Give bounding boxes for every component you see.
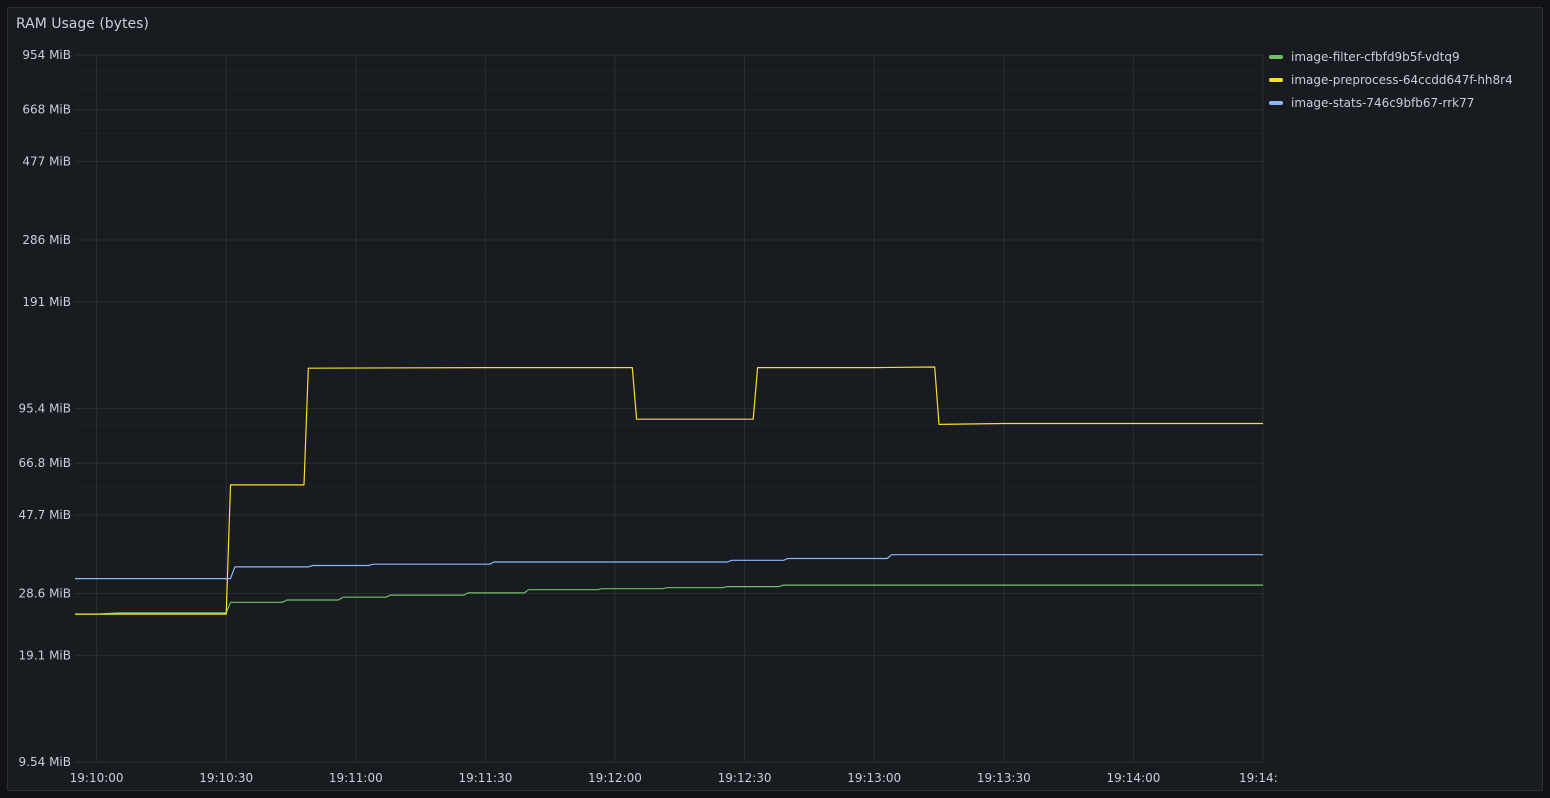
x-tick-label: 19:11:30 (458, 771, 512, 785)
y-tick-label: 9.54 MiB (19, 755, 71, 769)
series-line (75, 584, 1263, 615)
x-tick-label: 19:10:30 (199, 771, 253, 785)
legend-swatch (1269, 100, 1283, 105)
x-tick-label: 19:10:00 (70, 771, 124, 785)
y-tick-label: 286 MiB (22, 233, 71, 247)
chart-panel: RAM Usage (bytes) (7, 7, 1543, 791)
legend-item[interactable]: image-preprocess-64ccdd647f-hh8r4 (1269, 68, 1513, 91)
series-lines (75, 366, 1263, 615)
x-tick-label: 19:14: (1239, 771, 1278, 785)
legend-label: image-preprocess-64ccdd647f-hh8r4 (1291, 72, 1513, 87)
legend-item[interactable]: image-filter-cfbfd9b5f-vdtq9 (1269, 45, 1513, 68)
y-tick-label: 477 MiB (22, 154, 71, 168)
x-tick-label: 19:12:00 (588, 771, 642, 785)
series-line (75, 554, 1263, 580)
y-tick-label: 66.8 MiB (19, 456, 71, 470)
x-tick-label: 19:14:00 (1106, 771, 1160, 785)
y-tick-label: 191 MiB (22, 295, 71, 309)
y-tick-label: 954 MiB (22, 48, 71, 62)
y-tick-label: 95.4 MiB (19, 402, 71, 416)
legend-swatch (1269, 77, 1283, 82)
y-tick-label: 47.7 MiB (19, 508, 71, 522)
y-tick-label: 668 MiB (22, 103, 71, 117)
legend-item[interactable]: image-stats-746c9bfb67-rrk77 (1269, 91, 1513, 114)
legend-swatch (1269, 54, 1283, 59)
legend: image-filter-cfbfd9b5f-vdtq9 image-prepro… (1269, 45, 1513, 114)
x-axis-labels: 19:10:00 19:10:30 19:11:00 19:11:30 19:12:00… (70, 771, 1278, 785)
panel-title: RAM Usage (bytes) (16, 16, 149, 32)
x-tick-label: 19:11:00 (329, 771, 383, 785)
legend-label: image-stats-746c9bfb67-rrk77 (1291, 95, 1475, 110)
y-tick-label: 19.1 MiB (19, 648, 71, 662)
x-tick-label: 19:13:30 (977, 771, 1031, 785)
y-axis-labels: 954 MiB 668 MiB 477 MiB 286 MiB 191 MiB 95.4 … (19, 48, 71, 769)
x-tick-label: 19:12:30 (718, 771, 772, 785)
y-gridlines (75, 54, 1263, 763)
series-line (75, 366, 1263, 615)
x-tick-label: 19:13:00 (847, 771, 901, 785)
x-gridlines (96, 55, 1264, 762)
y-tick-label: 28.6 MiB (19, 586, 71, 600)
legend-label: image-filter-cfbfd9b5f-vdtq9 (1291, 49, 1460, 64)
